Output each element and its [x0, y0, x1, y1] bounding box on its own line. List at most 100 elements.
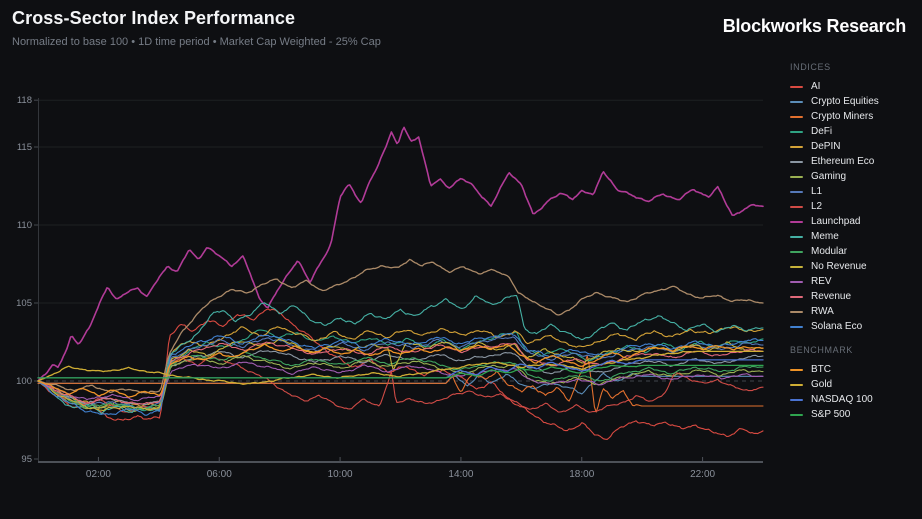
- svg-text:115: 115: [17, 142, 32, 153]
- legend-item-ethereum-eco[interactable]: Ethereum Eco: [790, 154, 918, 169]
- legend-item-label: Gaming: [811, 171, 847, 182]
- page-subtitle: Normalized to base 100 • 1D time period …: [12, 36, 381, 48]
- series-line-crypto-miners[interactable]: [37, 355, 764, 413]
- svg-text:105: 105: [16, 298, 32, 309]
- svg-text:18:00: 18:00: [569, 469, 594, 480]
- legend-item-label: AI: [811, 81, 821, 92]
- legend-item-label: DePIN: [811, 141, 841, 152]
- crypto-equities-swatch-icon: [790, 100, 803, 103]
- legend-item-depin[interactable]: DePIN: [790, 139, 918, 154]
- legend-item-label: Launchpad: [811, 216, 861, 227]
- legend-item-label: RWA: [811, 306, 834, 317]
- chart-area[interactable]: 95 100 105 110 115 118 02:00 06:00 10:00 14:00 18…: [0, 0, 780, 514]
- legend-item-label: Revenue: [811, 291, 852, 302]
- legend-item-gaming[interactable]: Gaming: [790, 169, 918, 184]
- legend-panel: INDICES AI Crypto Equities Crypto Miners DeF…: [790, 62, 918, 422]
- legend-item-revenue[interactable]: Revenue: [790, 289, 918, 304]
- legend-item-no-revenue[interactable]: No Revenue: [790, 259, 918, 274]
- legend-item-label: REV: [811, 276, 832, 287]
- legend-item-label: L2: [811, 201, 823, 212]
- crypto-miners-swatch-icon: [790, 115, 803, 118]
- y-axis-labels: 95 100 105 110 115 118: [16, 95, 32, 465]
- legend-item-l2[interactable]: L2: [790, 199, 918, 214]
- no-revenue-swatch-icon: [790, 265, 803, 268]
- legend-section-benchmark: BENCHMARK: [790, 345, 853, 355]
- legend-item-label: Meme: [811, 231, 839, 242]
- series-line-btc[interactable]: [37, 343, 764, 398]
- legend-item-crypto-equities[interactable]: Crypto Equities: [790, 94, 918, 109]
- blockworks-research-logo: Blockworks Research: [722, 16, 906, 36]
- legend-item-nasdaq-100[interactable]: NASDAQ 100: [790, 392, 918, 407]
- svg-text:06:00: 06:00: [207, 469, 232, 480]
- legend-item-crypto-miners[interactable]: Crypto Miners: [790, 109, 918, 124]
- legend-item-label: Crypto Equities: [811, 96, 879, 107]
- gaming-swatch-icon: [790, 175, 803, 178]
- legend-item-ai[interactable]: AI: [790, 79, 918, 94]
- modular-swatch-icon: [790, 250, 803, 253]
- s-p-500-swatch-icon: [790, 413, 803, 416]
- legend-item-label: No Revenue: [811, 261, 867, 272]
- svg-text:02:00: 02:00: [86, 469, 111, 480]
- series-line-rev[interactable]: [37, 361, 764, 402]
- l1-swatch-icon: [790, 190, 803, 193]
- solana-eco-swatch-icon: [790, 325, 803, 328]
- revenue-swatch-icon: [790, 295, 803, 298]
- btc-swatch-icon: [790, 368, 803, 371]
- legend-item-rev[interactable]: REV: [790, 274, 918, 289]
- legend-item-rwa[interactable]: RWA: [790, 304, 918, 319]
- legend-item-label: Crypto Miners: [811, 111, 874, 122]
- legend-item-label: NASDAQ 100: [811, 394, 873, 405]
- axes: [34, 98, 763, 463]
- performance-line-chart[interactable]: 95 100 105 110 115 118 02:00 06:00 10:00 14:00 18…: [0, 0, 780, 514]
- nasdaq-100-swatch-icon: [790, 398, 803, 401]
- series-line-meme[interactable]: [37, 294, 764, 415]
- legend-item-label: Ethereum Eco: [811, 156, 875, 167]
- series-line-l1[interactable]: [37, 336, 764, 409]
- depin-swatch-icon: [790, 145, 803, 148]
- page-title: Cross-Sector Index Performance: [12, 8, 296, 28]
- legend-item-solana-eco[interactable]: Solana Eco: [790, 319, 918, 334]
- legend-item-meme[interactable]: Meme: [790, 229, 918, 244]
- chart-header: Cross-Sector Index Performance Normalize…: [12, 8, 381, 48]
- series-line-rwa[interactable]: [37, 258, 764, 394]
- legend-item-label: Gold: [811, 379, 833, 390]
- legend-item-modular[interactable]: Modular: [790, 244, 918, 259]
- series-line-gaming[interactable]: [37, 355, 764, 413]
- l2-swatch-icon: [790, 205, 803, 208]
- svg-text:110: 110: [17, 220, 32, 231]
- series-line-solana-eco[interactable]: [37, 333, 764, 416]
- legend-item-gold[interactable]: Gold: [790, 377, 918, 392]
- rwa-swatch-icon: [790, 310, 803, 313]
- meme-swatch-icon: [790, 235, 803, 238]
- svg-text:118: 118: [17, 95, 32, 106]
- series-line-launchpad[interactable]: [37, 126, 764, 382]
- legend-item-label: DeFi: [811, 126, 833, 137]
- legend-item-btc[interactable]: BTC: [790, 362, 918, 377]
- series-line-l2[interactable]: [37, 356, 764, 413]
- series-line-revenue[interactable]: [37, 341, 764, 405]
- x-axis-labels: 02:00 06:00 10:00 14:00 18:00 22:00: [86, 469, 716, 480]
- defi-swatch-icon: [790, 130, 803, 133]
- legend-item-s-p-500[interactable]: S&P 500: [790, 407, 918, 422]
- legend-item-launchpad[interactable]: Launchpad: [790, 214, 918, 229]
- ai-swatch-icon: [790, 85, 803, 88]
- gridlines: [38, 99, 763, 382]
- ethereum-eco-swatch-icon: [790, 160, 803, 163]
- legend-item-label: BTC: [811, 364, 831, 375]
- svg-text:95: 95: [21, 454, 32, 465]
- rev-swatch-icon: [790, 280, 803, 283]
- series-line-gold[interactable]: [37, 350, 764, 385]
- series-line-ai[interactable]: [37, 308, 764, 440]
- svg-text:22:00: 22:00: [690, 469, 715, 480]
- legend-item-label: Solana Eco: [811, 321, 863, 332]
- series-line-s-p-500[interactable]: [37, 364, 764, 379]
- gold-swatch-icon: [790, 383, 803, 386]
- series-line-depin[interactable]: [37, 326, 764, 409]
- launchpad-swatch-icon: [790, 220, 803, 223]
- legend-item-l1[interactable]: L1: [790, 184, 918, 199]
- svg-text:100: 100: [16, 376, 32, 387]
- legend-item-defi[interactable]: DeFi: [790, 124, 918, 139]
- series-line-modular[interactable]: [37, 351, 764, 411]
- legend-section-indices: INDICES: [790, 62, 831, 72]
